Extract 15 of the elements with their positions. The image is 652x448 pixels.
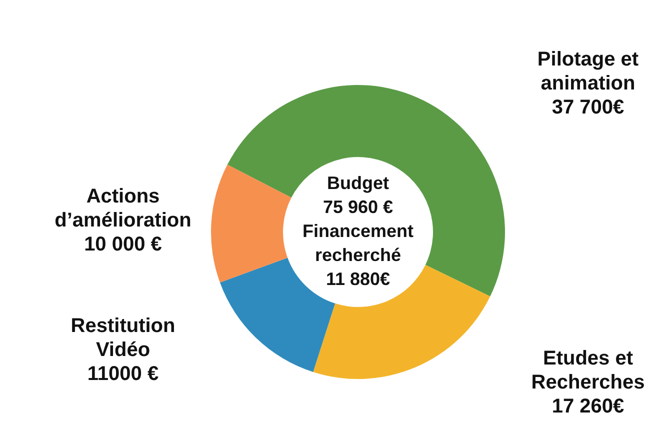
slice-label: Actions d’amélioration xyxy=(54,186,192,232)
donut-slice xyxy=(211,164,292,282)
data-label: 11000 € xyxy=(87,363,159,386)
text: 11 880€ xyxy=(326,268,390,289)
data-label: 37 700€ xyxy=(552,96,624,119)
text: 75 960 € xyxy=(322,196,394,217)
slice-label: Restitution Vidéo xyxy=(70,315,176,362)
slice-label: Etudes et Recherches xyxy=(531,348,645,394)
data-label: 10 000 € xyxy=(84,234,162,256)
text: Financement recherché xyxy=(302,220,414,265)
slice-label: Pilotage et animation xyxy=(537,48,639,95)
donut-slice xyxy=(313,264,490,379)
data-label: 17 260€ xyxy=(552,396,624,418)
text: Budget xyxy=(327,172,389,193)
donut-slice xyxy=(227,85,505,296)
